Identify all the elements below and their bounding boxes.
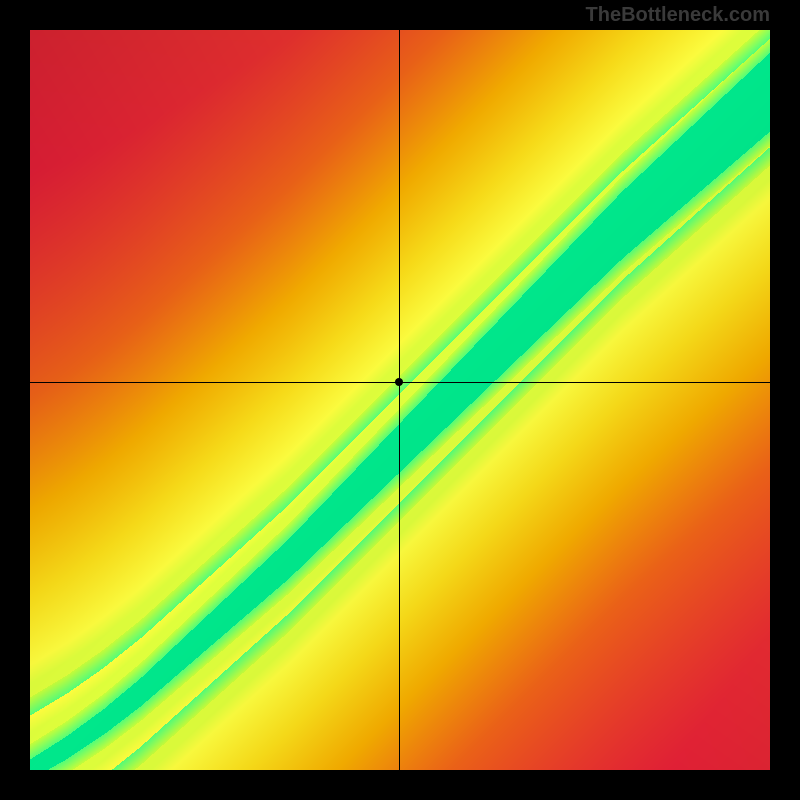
crosshair-vertical (399, 30, 400, 770)
heatmap-plot (30, 30, 770, 770)
selection-marker[interactable] (395, 378, 403, 386)
heatmap-canvas (30, 30, 770, 770)
watermark-text: TheBottleneck.com (586, 4, 770, 27)
